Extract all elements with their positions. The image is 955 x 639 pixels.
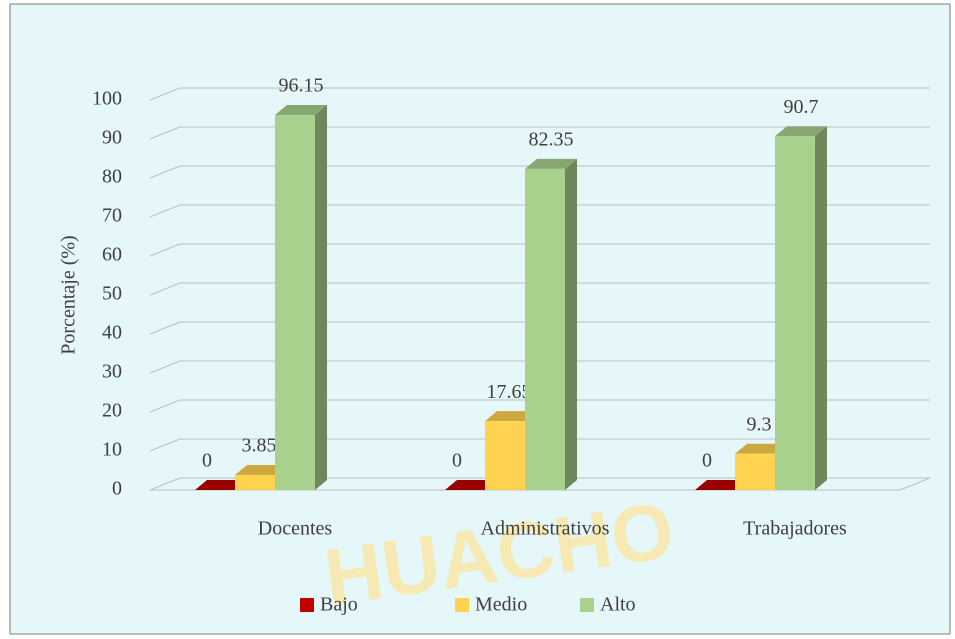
- bar-side: [815, 126, 827, 490]
- bar-side: [315, 105, 327, 490]
- data-label: 17.65: [487, 381, 532, 403]
- x-tick-label: Administrativos: [481, 518, 610, 540]
- y-tick-label: 60: [102, 244, 122, 266]
- legend-swatch: [455, 598, 469, 612]
- y-tick-label: 100: [92, 88, 122, 110]
- data-label: 9.3: [747, 413, 772, 435]
- legend-label: Alto: [600, 594, 636, 616]
- y-axis-label: Porcentaje (%): [58, 235, 80, 354]
- data-label: 82.35: [529, 128, 574, 150]
- bar: [235, 475, 275, 490]
- data-label: 0: [202, 450, 212, 472]
- legend-swatch: [580, 598, 594, 612]
- bar: [775, 136, 815, 490]
- data-label: 90.7: [784, 96, 819, 118]
- x-tick-label: Trabajadores: [743, 518, 847, 540]
- y-tick-label: 90: [102, 127, 122, 149]
- y-tick-label: 70: [102, 205, 122, 227]
- bar: [735, 454, 775, 490]
- y-tick-label: 80: [102, 166, 122, 188]
- y-tick-label: 30: [102, 361, 122, 383]
- data-label: 0: [452, 450, 462, 472]
- y-tick-label: 20: [102, 400, 122, 422]
- bar-side: [565, 159, 577, 490]
- y-tick-label: 0: [112, 478, 122, 500]
- y-tick-label: 40: [102, 322, 122, 344]
- data-label: 96.15: [279, 75, 324, 97]
- data-label: 0: [702, 450, 712, 472]
- legend-label: Medio: [475, 594, 527, 616]
- y-tick-label: 10: [102, 439, 122, 461]
- x-tick-label: Docentes: [258, 518, 333, 540]
- legend-swatch: [300, 598, 314, 612]
- bar: [485, 421, 525, 490]
- bar: [525, 169, 565, 490]
- bar: [275, 115, 315, 490]
- data-label: 3.85: [242, 435, 277, 457]
- chart: HUACHO Porcentaje (%) 010203040506070809…: [0, 0, 955, 639]
- legend-label: Bajo: [320, 594, 358, 616]
- y-tick-label: 50: [102, 283, 122, 305]
